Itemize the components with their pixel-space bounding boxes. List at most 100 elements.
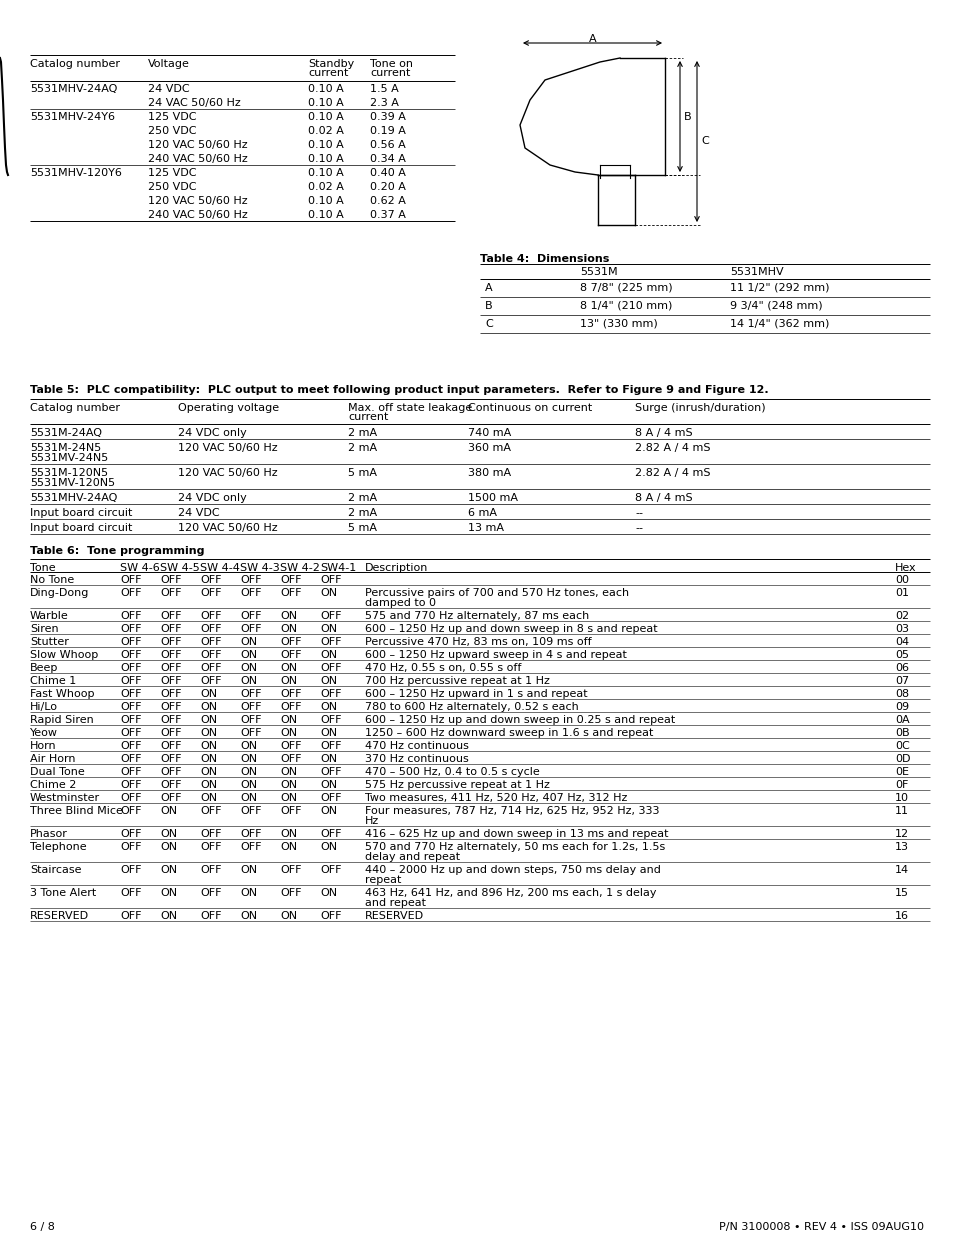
Text: 8 1/4" (210 mm): 8 1/4" (210 mm) — [579, 301, 672, 311]
Text: OFF: OFF — [160, 715, 181, 725]
Text: 14: 14 — [894, 864, 908, 876]
Text: ON: ON — [200, 715, 217, 725]
Text: 0.19 A: 0.19 A — [370, 126, 405, 136]
Text: 02: 02 — [894, 611, 908, 621]
Text: OFF: OFF — [160, 588, 181, 598]
Text: ON: ON — [319, 701, 336, 713]
Text: Voltage: Voltage — [148, 59, 190, 69]
Text: 16: 16 — [894, 911, 908, 921]
Text: 5531M-120N5: 5531M-120N5 — [30, 468, 108, 478]
Text: 575 Hz percussive repeat at 1 Hz: 575 Hz percussive repeat at 1 Hz — [365, 781, 549, 790]
Text: Input board circuit: Input board circuit — [30, 522, 132, 534]
Text: OFF: OFF — [120, 676, 141, 685]
Text: OFF: OFF — [160, 727, 181, 739]
Text: 600 – 1250 Hz up and down sweep in 8 s and repeat: 600 – 1250 Hz up and down sweep in 8 s a… — [365, 624, 657, 634]
Text: ON: ON — [160, 888, 177, 898]
Text: ON: ON — [160, 842, 177, 852]
Text: 5531MHV-24Y6: 5531MHV-24Y6 — [30, 112, 115, 122]
Text: Hex: Hex — [894, 563, 916, 573]
Text: 120 VAC 50/60 Hz: 120 VAC 50/60 Hz — [178, 468, 277, 478]
Text: 120 VAC 50/60 Hz: 120 VAC 50/60 Hz — [148, 196, 248, 206]
Text: 2.82 A / 4 mS: 2.82 A / 4 mS — [635, 468, 710, 478]
Text: Hz: Hz — [365, 816, 379, 826]
Text: OFF: OFF — [200, 650, 221, 659]
Text: 0.20 A: 0.20 A — [370, 182, 405, 191]
Text: 700 Hz percussive repeat at 1 Hz: 700 Hz percussive repeat at 1 Hz — [365, 676, 549, 685]
Text: 570 and 770 Hz alternately, 50 ms each for 1.2s, 1.5s: 570 and 770 Hz alternately, 50 ms each f… — [365, 842, 664, 852]
Text: ON: ON — [280, 793, 296, 803]
Text: OFF: OFF — [240, 806, 261, 816]
Text: OFF: OFF — [120, 781, 141, 790]
Text: OFF: OFF — [120, 864, 141, 876]
Text: OFF: OFF — [160, 663, 181, 673]
Text: OFF: OFF — [200, 829, 221, 839]
Text: Fast Whoop: Fast Whoop — [30, 689, 94, 699]
Text: OFF: OFF — [319, 911, 341, 921]
Text: ON: ON — [319, 755, 336, 764]
Text: Westminster: Westminster — [30, 793, 100, 803]
Text: OFF: OFF — [200, 663, 221, 673]
Text: Table 5:  PLC compatibility:  PLC output to meet following product input paramet: Table 5: PLC compatibility: PLC output t… — [30, 385, 768, 395]
Text: OFF: OFF — [120, 911, 141, 921]
Text: Percussive pairs of 700 and 570 Hz tones, each: Percussive pairs of 700 and 570 Hz tones… — [365, 588, 628, 598]
Text: ON: ON — [200, 689, 217, 699]
Text: OFF: OFF — [120, 715, 141, 725]
Text: OFF: OFF — [319, 741, 341, 751]
Text: 5531MHV-120Y6: 5531MHV-120Y6 — [30, 168, 122, 178]
Text: ON: ON — [200, 793, 217, 803]
Text: RESERVED: RESERVED — [30, 911, 89, 921]
Text: ON: ON — [319, 727, 336, 739]
Text: 10: 10 — [894, 793, 908, 803]
Text: B: B — [484, 301, 492, 311]
Text: Air Horn: Air Horn — [30, 755, 75, 764]
Text: 0.34 A: 0.34 A — [370, 154, 405, 164]
Text: Slow Whoop: Slow Whoop — [30, 650, 98, 659]
Text: Yeow: Yeow — [30, 727, 58, 739]
Text: No Tone: No Tone — [30, 576, 74, 585]
Text: OFF: OFF — [160, 781, 181, 790]
Text: ON: ON — [280, 663, 296, 673]
Text: OFF: OFF — [200, 611, 221, 621]
Text: Chime 1: Chime 1 — [30, 676, 76, 685]
Text: 0D: 0D — [894, 755, 909, 764]
Text: OFF: OFF — [120, 842, 141, 852]
Text: Continuous on current: Continuous on current — [468, 403, 592, 412]
Text: OFF: OFF — [319, 576, 341, 585]
Text: 2 mA: 2 mA — [348, 443, 376, 453]
Text: 0A: 0A — [894, 715, 908, 725]
Text: 2 mA: 2 mA — [348, 493, 376, 503]
Text: B: B — [683, 111, 691, 121]
Text: Catalog number: Catalog number — [30, 403, 120, 412]
Text: ON: ON — [240, 911, 257, 921]
Text: 125 VDC: 125 VDC — [148, 112, 196, 122]
Text: OFF: OFF — [200, 911, 221, 921]
Text: 5531MV-120N5: 5531MV-120N5 — [30, 478, 115, 488]
Text: 04: 04 — [894, 637, 908, 647]
Text: Dual Tone: Dual Tone — [30, 767, 85, 777]
Text: OFF: OFF — [200, 864, 221, 876]
Text: 5531M: 5531M — [579, 267, 617, 277]
Text: ON: ON — [200, 741, 217, 751]
Text: 120 VAC 50/60 Hz: 120 VAC 50/60 Hz — [178, 443, 277, 453]
Text: and repeat: and repeat — [365, 898, 426, 908]
Text: OFF: OFF — [120, 650, 141, 659]
Text: Siren: Siren — [30, 624, 58, 634]
Text: OFF: OFF — [200, 888, 221, 898]
Text: OFF: OFF — [120, 588, 141, 598]
Text: Staircase: Staircase — [30, 864, 81, 876]
Text: 600 – 1250 Hz upward in 1 s and repeat: 600 – 1250 Hz upward in 1 s and repeat — [365, 689, 587, 699]
Text: OFF: OFF — [319, 767, 341, 777]
Text: 0B: 0B — [894, 727, 908, 739]
Text: 0.56 A: 0.56 A — [370, 140, 405, 149]
Text: 1.5 A: 1.5 A — [370, 84, 398, 94]
Text: 250 VDC: 250 VDC — [148, 126, 196, 136]
Text: ON: ON — [240, 676, 257, 685]
Text: 6 mA: 6 mA — [468, 508, 497, 517]
Text: Standby: Standby — [308, 59, 354, 69]
Text: OFF: OFF — [120, 689, 141, 699]
Text: 05: 05 — [894, 650, 908, 659]
Text: Table 4:  Dimensions: Table 4: Dimensions — [479, 254, 609, 264]
Text: 0.10 A: 0.10 A — [308, 210, 343, 220]
Text: 5531MHV-24AQ: 5531MHV-24AQ — [30, 493, 117, 503]
Text: A: A — [588, 35, 596, 44]
